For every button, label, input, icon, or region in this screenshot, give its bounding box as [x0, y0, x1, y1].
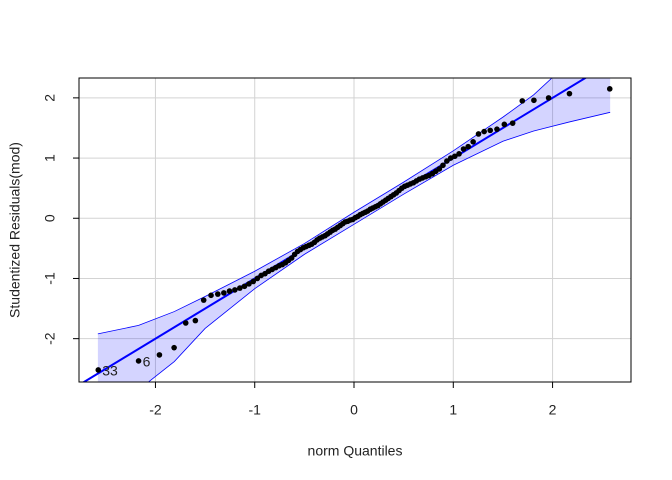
y-tick-label: 2 — [42, 94, 58, 102]
y-tick-label: 1 — [42, 154, 58, 162]
data-point — [470, 139, 476, 145]
data-point — [545, 95, 552, 101]
data-point — [171, 344, 177, 351]
data-point — [135, 358, 142, 364]
data-point — [494, 126, 500, 132]
x-tick-label: -2 — [149, 402, 162, 418]
plot-area — [82, 78, 613, 382]
data-point — [214, 291, 221, 297]
point-label: 33 — [102, 363, 118, 379]
grid — [79, 78, 631, 382]
data-point — [475, 131, 482, 137]
y-tick-label: -1 — [42, 272, 58, 285]
point-label: 6 — [143, 354, 151, 370]
data-point — [221, 290, 227, 296]
data-point — [182, 320, 189, 326]
data-point — [509, 120, 516, 126]
data-point — [156, 352, 163, 358]
x-tick-label: -1 — [249, 402, 262, 418]
y-tick-label: 0 — [42, 214, 58, 222]
data-point — [200, 297, 207, 303]
data-point — [566, 90, 573, 97]
x-tick-label: 0 — [350, 402, 358, 418]
plot-frame — [78, 77, 632, 383]
data-point — [237, 285, 243, 291]
envelope-upper — [97, 78, 553, 335]
data-point — [232, 287, 238, 293]
data-point — [95, 367, 102, 373]
envelope-lower — [147, 111, 611, 382]
x-axis-title: norm Quantiles — [308, 443, 403, 459]
data-point — [481, 128, 487, 135]
x-tick-label: 2 — [549, 402, 557, 418]
data-point — [451, 153, 458, 160]
data-point — [241, 283, 248, 290]
x-tick-label: 1 — [449, 402, 457, 418]
data-point — [254, 275, 261, 282]
data-point — [208, 292, 214, 299]
data-point — [436, 166, 443, 172]
data-point — [192, 317, 199, 324]
axes: -2 -1 0 1 2 -2 -1 0 1 2 — [42, 94, 557, 418]
data-point — [501, 121, 508, 128]
data-point — [250, 278, 257, 285]
data-point — [487, 127, 494, 134]
data-point — [444, 158, 450, 164]
envelope-fill — [97, 78, 611, 382]
data-point — [440, 162, 446, 169]
data-point — [519, 98, 526, 104]
data-point — [460, 146, 467, 152]
data-point — [606, 86, 613, 92]
data-point — [226, 288, 233, 294]
data-point — [531, 97, 537, 104]
data-point — [456, 151, 462, 157]
y-axis-title: Studentized Residuals(mod) — [7, 142, 23, 318]
y-tick-label: -2 — [42, 332, 58, 345]
data-point — [246, 281, 252, 287]
data-point — [465, 143, 471, 150]
